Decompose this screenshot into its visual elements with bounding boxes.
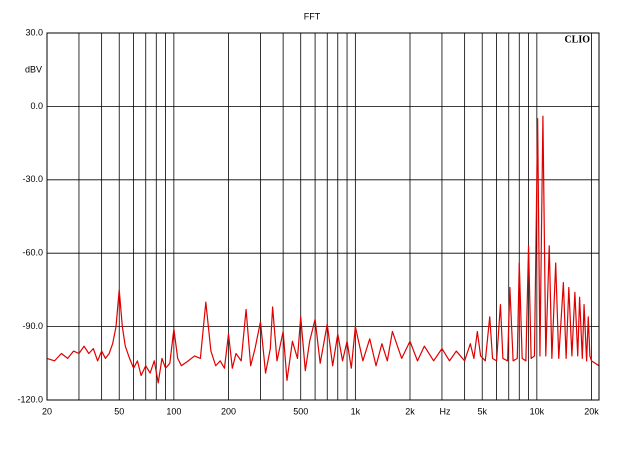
- x-tick-label: 100: [166, 406, 181, 416]
- x-tick-label: 1k: [351, 406, 361, 416]
- x-tick-label: 2k: [405, 406, 415, 416]
- y-tick-label: -30.0: [22, 174, 43, 184]
- y-tick-label: -120.0: [17, 394, 43, 404]
- spectrum-line: [46, 115, 600, 384]
- y-tick-label: 30.0: [25, 27, 43, 37]
- x-tick-label: 20: [42, 406, 52, 416]
- y-axis-label: dBV: [25, 64, 42, 74]
- y-tick-label: -90.0: [22, 321, 43, 331]
- y-tick-label: 0.0: [30, 101, 43, 111]
- x-tick-label: 10k: [530, 406, 545, 416]
- chart-title: FFT: [304, 11, 321, 21]
- x-axis-label: Hz: [440, 406, 451, 416]
- x-tick-label: 200: [221, 406, 236, 416]
- x-tick-label: 20k: [584, 406, 599, 416]
- y-tick-label: -60.0: [22, 248, 43, 258]
- x-tick-label: 50: [114, 406, 124, 416]
- annotation: CLIO: [564, 34, 590, 45]
- x-tick-label: 5k: [477, 406, 487, 416]
- x-tick-label: 500: [293, 406, 308, 416]
- plot-border: [46, 32, 600, 401]
